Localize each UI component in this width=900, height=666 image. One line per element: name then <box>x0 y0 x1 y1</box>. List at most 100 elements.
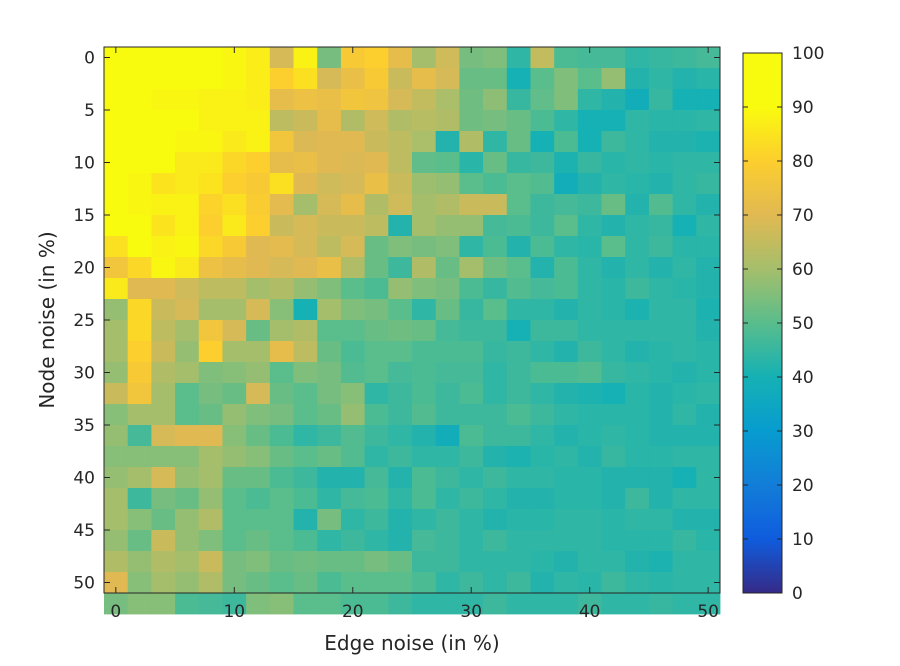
heatmap-cell <box>554 278 579 300</box>
heatmap-cell <box>364 278 389 300</box>
heatmap-cell <box>388 236 413 258</box>
heatmap-cell <box>483 467 508 489</box>
heatmap-cell <box>412 320 437 342</box>
heatmap-cell <box>127 278 152 300</box>
heatmap-cell <box>293 530 318 552</box>
heatmap-cell <box>601 593 626 615</box>
heatmap-cell <box>269 215 294 237</box>
heatmap-cell <box>151 236 176 258</box>
heatmap-cell <box>198 89 223 111</box>
heatmap-cell <box>435 173 460 195</box>
heatmap-cell <box>151 530 176 552</box>
heatmap-cell <box>459 593 484 615</box>
heatmap-cell <box>412 194 437 216</box>
heatmap-cell <box>127 383 152 405</box>
heatmap-cell <box>412 572 437 594</box>
heatmap-cell <box>127 152 152 174</box>
heatmap-cell <box>530 425 555 447</box>
heatmap-cell <box>601 404 626 426</box>
heatmap-cell <box>435 257 460 279</box>
heatmap-cell <box>554 152 579 174</box>
heatmap-cell <box>175 551 200 573</box>
heatmap-cell <box>127 173 152 195</box>
heatmap-cell <box>577 488 602 510</box>
heatmap-cell <box>198 320 223 342</box>
heatmap-cell <box>151 383 176 405</box>
heatmap-cell <box>340 215 366 237</box>
heatmap-cell <box>483 47 508 69</box>
heatmap-cell <box>317 593 342 615</box>
heatmap-cell <box>151 446 176 468</box>
heatmap-cell <box>672 236 697 258</box>
heatmap-cell <box>672 278 697 300</box>
heatmap-cell <box>648 383 674 405</box>
heatmap-cell <box>364 446 389 468</box>
heatmap-cell <box>293 68 318 90</box>
heatmap-cell <box>269 404 294 426</box>
heatmap-cell <box>696 425 721 447</box>
heatmap-cell <box>601 425 626 447</box>
heatmap-cell <box>412 215 437 237</box>
heatmap-cell <box>672 194 697 216</box>
heatmap-cell <box>388 593 413 615</box>
heatmap-cell <box>435 572 460 594</box>
heatmap-cell <box>222 236 247 258</box>
heatmap-cell <box>246 299 271 321</box>
heatmap-cell <box>198 152 223 174</box>
heatmap-cell <box>625 194 650 216</box>
heatmap-cell <box>269 572 294 594</box>
heatmap-cell <box>127 68 152 90</box>
heatmap-cell <box>577 425 602 447</box>
heatmap-cell <box>577 110 602 132</box>
heatmap-cell <box>459 530 484 552</box>
heatmap-cell <box>506 131 531 153</box>
heatmap-cell <box>648 68 674 90</box>
heatmap-cell <box>269 68 294 90</box>
heatmap-cell <box>388 530 413 552</box>
heatmap-cell <box>412 551 437 573</box>
heatmap-cell <box>412 404 437 426</box>
heatmap-cell <box>530 509 555 531</box>
heatmap-cell <box>625 446 650 468</box>
heatmap-cell <box>364 89 389 111</box>
heatmap-cell <box>554 530 579 552</box>
heatmap-cell <box>175 110 200 132</box>
heatmap-cell <box>625 404 650 426</box>
heatmap-cell <box>364 572 389 594</box>
heatmap-cell <box>293 404 318 426</box>
heatmap-cell <box>340 572 366 594</box>
heatmap-cell <box>340 509 366 531</box>
heatmap-cell <box>104 509 129 531</box>
heatmap-cell <box>506 257 531 279</box>
heatmap-cell <box>672 131 697 153</box>
heatmap-cell <box>554 341 579 363</box>
heatmap-cell <box>648 47 674 69</box>
heatmap-cell <box>151 89 176 111</box>
heatmap-cell <box>364 110 389 132</box>
heatmap-cell <box>364 173 389 195</box>
heatmap-cell <box>269 278 294 300</box>
heatmap-cell <box>530 47 555 69</box>
heatmap-cell <box>127 362 152 384</box>
heatmap-cell <box>269 488 294 510</box>
heatmap-cell <box>198 110 223 132</box>
heatmap-cell <box>530 68 555 90</box>
heatmap-cell <box>601 488 626 510</box>
heatmap-cell <box>388 152 413 174</box>
heatmap-cell <box>625 572 650 594</box>
heatmap-cell <box>459 551 484 573</box>
heatmap-cell <box>412 509 437 531</box>
heatmap-cell <box>601 110 626 132</box>
heatmap-cell <box>151 152 176 174</box>
heatmap-cell <box>696 593 721 615</box>
heatmap-cell <box>293 425 318 447</box>
heatmap-cell <box>530 404 555 426</box>
heatmap-cell <box>269 131 294 153</box>
heatmap-cell <box>506 488 531 510</box>
heatmap-cell <box>317 530 342 552</box>
heatmap-cell <box>435 530 460 552</box>
heatmap-cell <box>435 467 460 489</box>
heatmap-cell <box>317 341 342 363</box>
heatmap-cell <box>198 362 223 384</box>
heatmap-cell <box>412 341 437 363</box>
